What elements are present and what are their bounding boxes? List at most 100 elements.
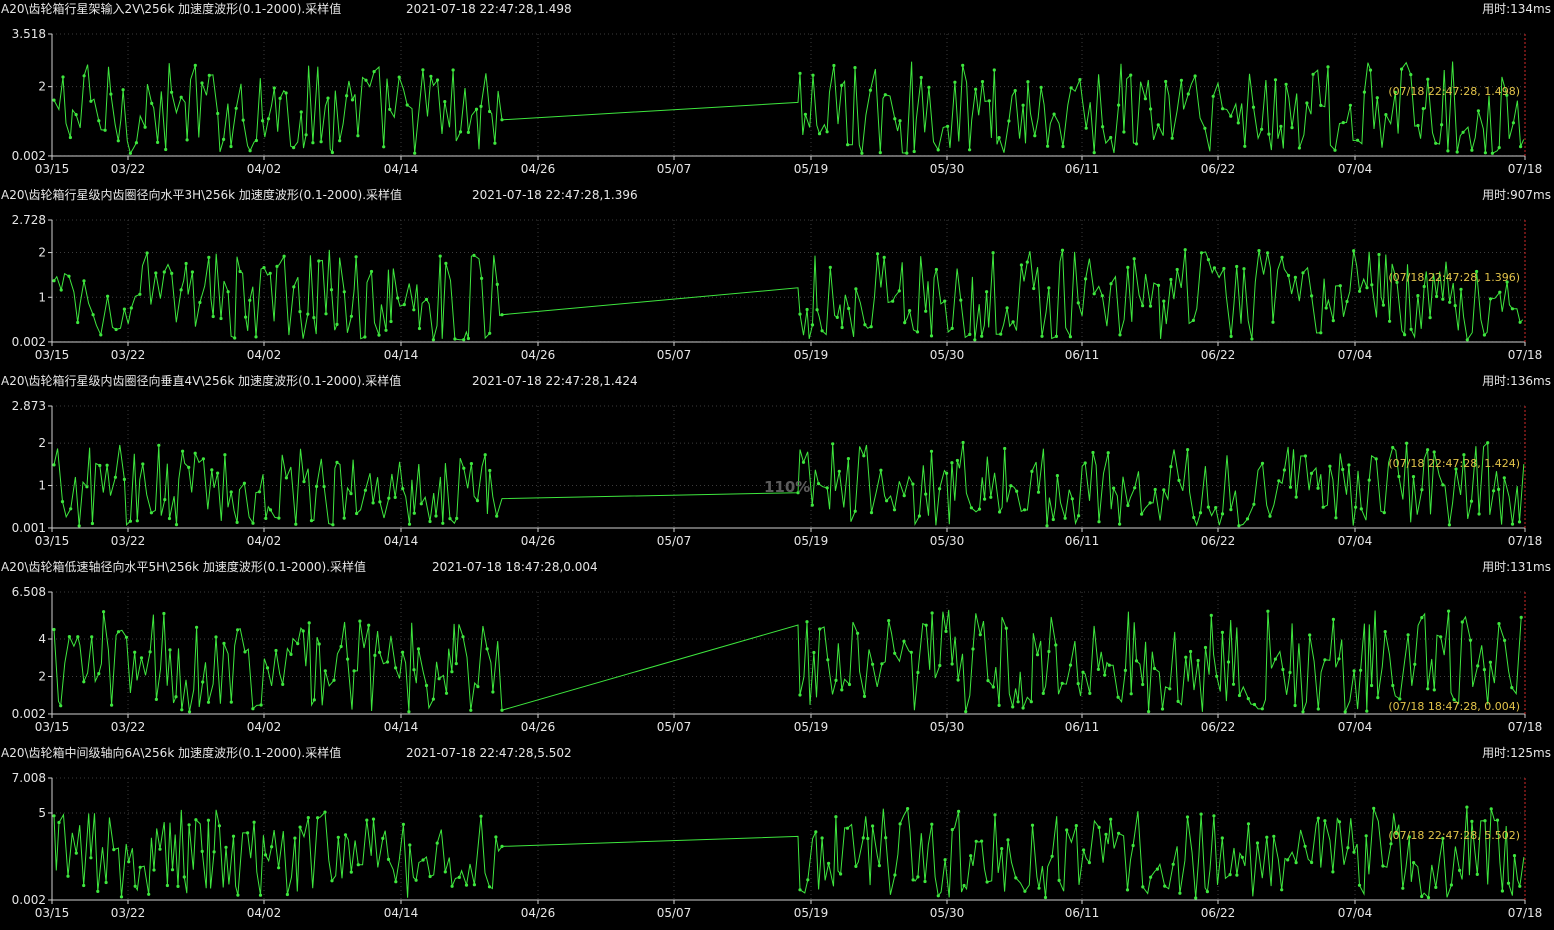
data-point xyxy=(991,685,995,689)
data-point xyxy=(207,255,211,259)
data-point xyxy=(431,338,435,342)
data-point xyxy=(1476,109,1480,113)
data-point xyxy=(462,466,466,470)
data-point xyxy=(1214,506,1218,510)
data-point xyxy=(52,814,56,818)
data-point xyxy=(1440,123,1444,127)
data-point xyxy=(179,288,183,292)
data-point xyxy=(1483,819,1487,823)
data-point xyxy=(1462,453,1466,457)
data-point xyxy=(339,644,343,649)
data-point xyxy=(229,490,233,494)
data-point xyxy=(1421,107,1425,111)
data-point xyxy=(1446,149,1450,153)
data-point xyxy=(1109,282,1113,286)
data-point xyxy=(461,635,465,639)
elapsed-time: 用时:125ms xyxy=(1482,746,1551,760)
x-tick-label: 06/22 xyxy=(1201,720,1236,734)
series-points xyxy=(52,609,1523,714)
data-point xyxy=(1155,867,1159,871)
data-point xyxy=(869,325,873,329)
data-point xyxy=(332,678,336,682)
data-point xyxy=(184,261,188,266)
y-tick-label: 6.508 xyxy=(12,585,46,599)
data-point xyxy=(887,619,891,623)
data-point xyxy=(868,88,873,92)
data-point xyxy=(1488,660,1492,664)
data-point xyxy=(1177,478,1181,482)
data-point xyxy=(251,707,255,711)
data-point xyxy=(466,336,470,341)
data-point xyxy=(1321,505,1325,509)
y-tick-label: 0.002 xyxy=(12,335,46,349)
data-point xyxy=(66,874,70,878)
data-point xyxy=(121,88,125,92)
data-point xyxy=(1497,146,1501,150)
data-point xyxy=(1178,891,1182,895)
data-point xyxy=(494,835,498,839)
data-point xyxy=(1176,699,1180,703)
data-point xyxy=(1365,709,1369,713)
data-point xyxy=(480,276,484,280)
data-point xyxy=(367,623,371,627)
data-point xyxy=(89,99,93,103)
data-point xyxy=(943,299,947,303)
data-point xyxy=(1203,645,1208,650)
data-point xyxy=(1280,255,1284,259)
x-tick-label: 05/30 xyxy=(930,162,965,176)
data-point xyxy=(1011,705,1015,709)
data-point xyxy=(294,522,298,526)
data-point xyxy=(961,63,965,67)
data-point xyxy=(1147,710,1151,714)
data-point xyxy=(885,499,889,503)
data-point xyxy=(936,148,940,152)
data-point xyxy=(312,698,316,702)
data-point xyxy=(1510,522,1515,526)
data-point xyxy=(223,453,227,457)
x-tick-label: 05/19 xyxy=(794,348,829,362)
data-point xyxy=(316,816,320,820)
data-point xyxy=(1076,682,1080,686)
x-tick-label: 07/04 xyxy=(1338,534,1373,548)
data-point xyxy=(911,482,915,486)
x-tick-label: 06/11 xyxy=(1065,534,1100,548)
data-point xyxy=(1016,700,1020,704)
data-point xyxy=(443,100,447,104)
data-point xyxy=(488,468,492,473)
x-tick-label: 07/18 xyxy=(1508,906,1543,920)
data-point xyxy=(1103,673,1107,677)
data-point xyxy=(1482,333,1486,337)
data-point xyxy=(805,620,809,624)
data-point xyxy=(846,457,851,461)
data-point xyxy=(450,884,454,888)
data-point xyxy=(281,682,285,686)
data-point xyxy=(1055,474,1059,478)
data-point xyxy=(1084,277,1088,281)
data-point xyxy=(1068,335,1072,339)
data-point xyxy=(1352,669,1356,673)
data-point xyxy=(1347,463,1351,467)
data-point xyxy=(1470,148,1474,152)
data-point xyxy=(1403,333,1407,337)
data-point xyxy=(141,462,145,466)
data-point xyxy=(1310,860,1314,865)
data-point xyxy=(892,508,897,512)
data-point xyxy=(1220,630,1224,634)
data-point xyxy=(1060,248,1065,252)
data-point xyxy=(248,149,252,153)
data-point xyxy=(1381,303,1385,307)
chart-timestamp: 2021-07-18 22:47:28,5.502 xyxy=(406,746,572,760)
data-point xyxy=(231,834,236,838)
data-point xyxy=(52,98,56,102)
data-point xyxy=(296,642,300,646)
data-point xyxy=(236,628,240,632)
data-point xyxy=(834,678,838,682)
data-point xyxy=(388,107,392,111)
data-point xyxy=(898,822,902,826)
data-point xyxy=(1175,267,1179,272)
